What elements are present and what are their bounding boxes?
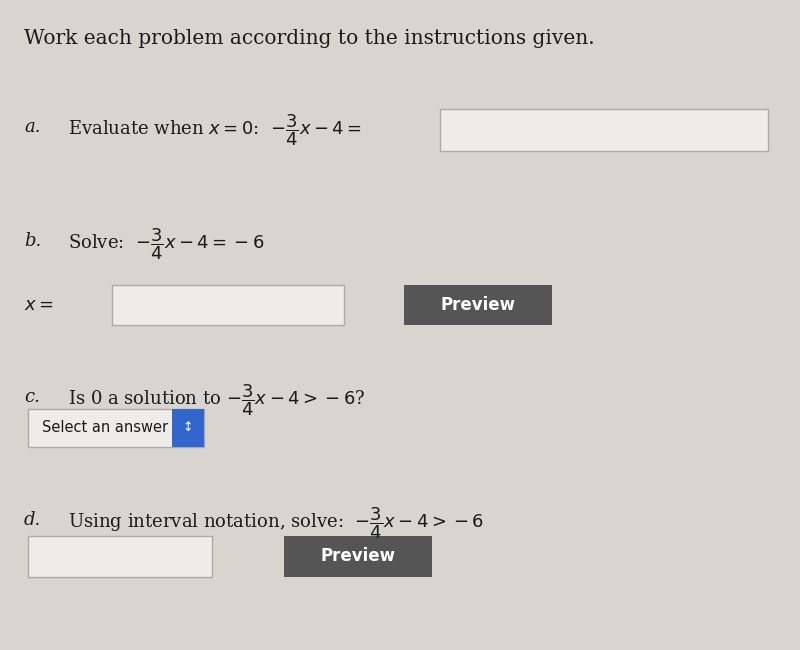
Text: Preview: Preview	[321, 547, 395, 566]
FancyBboxPatch shape	[172, 409, 204, 447]
Text: Work each problem according to the instructions given.: Work each problem according to the instr…	[24, 29, 594, 48]
FancyBboxPatch shape	[112, 285, 344, 325]
Text: a.: a.	[24, 118, 41, 136]
Text: Select an answer: Select an answer	[42, 420, 168, 436]
FancyBboxPatch shape	[404, 285, 552, 325]
FancyBboxPatch shape	[284, 536, 432, 577]
Text: Using interval notation, solve:  $-\dfrac{3}{4}x - 4 > -6$: Using interval notation, solve: $-\dfrac…	[68, 506, 484, 541]
FancyBboxPatch shape	[28, 536, 212, 577]
Text: d.: d.	[24, 511, 42, 529]
FancyBboxPatch shape	[440, 109, 768, 151]
Text: c.: c.	[24, 387, 40, 406]
Text: Preview: Preview	[441, 296, 515, 314]
Text: $x =$: $x =$	[24, 296, 54, 315]
Text: b.: b.	[24, 231, 42, 250]
Text: ↕: ↕	[182, 421, 194, 434]
Text: Evaluate when $x = 0$:  $-\dfrac{3}{4}x - 4 =$: Evaluate when $x = 0$: $-\dfrac{3}{4}x -…	[68, 112, 362, 148]
Text: Is 0 a solution to $-\dfrac{3}{4}x - 4 > -6$?: Is 0 a solution to $-\dfrac{3}{4}x - 4 >…	[68, 382, 366, 417]
FancyBboxPatch shape	[28, 409, 204, 447]
Text: Solve:  $-\dfrac{3}{4}x - 4 = -6$: Solve: $-\dfrac{3}{4}x - 4 = -6$	[68, 226, 265, 261]
